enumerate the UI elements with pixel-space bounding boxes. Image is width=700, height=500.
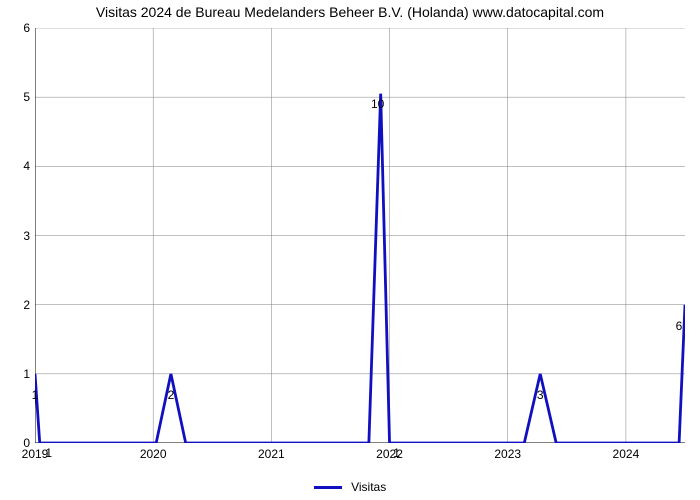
y-tick-label: 5 [5,90,30,104]
point-label: 1 [45,446,52,460]
plot-area [35,28,685,443]
point-label: 6 [676,319,683,333]
chart-title: Visitas 2024 de Bureau Medelanders Behee… [0,4,700,20]
y-tick-label: 6 [5,21,30,35]
point-label: 3 [537,388,544,402]
x-tick-label: 2023 [494,447,521,461]
point-label: 2 [168,388,175,402]
legend: Visitas [0,480,700,494]
chart-container: Visitas 2024 de Bureau Medelanders Behee… [0,0,700,500]
x-tick-label: 2019 [22,447,49,461]
plot-svg [35,28,685,443]
x-tick-label: 2021 [258,447,285,461]
point-label: 1 [32,388,39,402]
y-tick-label: 1 [5,367,30,381]
y-tick-label: 2 [5,298,30,312]
legend-swatch [314,486,342,489]
point-label: 10 [371,97,384,111]
y-tick-label: 3 [5,229,30,243]
y-tick-label: 4 [5,159,30,173]
x-tick-label: 2020 [140,447,167,461]
x-tick-label: 2024 [613,447,640,461]
legend-label: Visitas [351,480,386,494]
point-label: 1 [393,446,400,460]
